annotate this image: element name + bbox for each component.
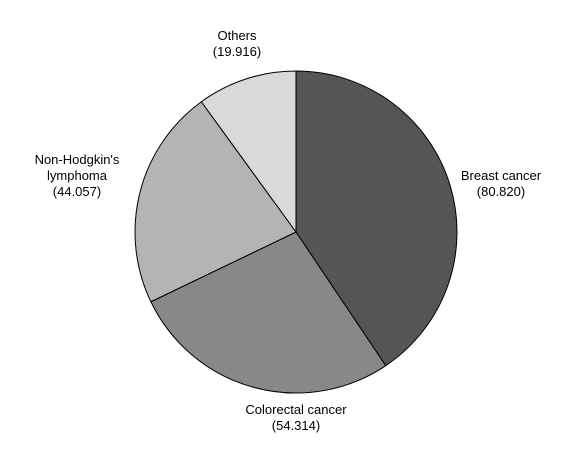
slice-name-text: Others <box>217 28 257 43</box>
pie-slice-colorectal-cancer <box>150 231 387 394</box>
slices-layer <box>134 70 458 394</box>
pie-slice-others <box>200 70 297 233</box>
slice-value-text: (19.916) <box>213 44 261 59</box>
slice-label-breast-cancer: Breast cancer (80.820) <box>461 168 542 199</box>
slice-name-text: Colorectal cancer <box>245 402 347 417</box>
slice-name-text: Non-Hodgkin's <box>35 152 120 167</box>
slice-value-text: (80.820) <box>477 184 525 199</box>
slice-value-text: (44.057) <box>53 184 101 199</box>
slice-label-colorectal-cancer: Colorectal cancer (54.314) <box>245 402 347 433</box>
slice-name-text: Breast cancer <box>461 168 542 183</box>
pie-slice-breast-cancer <box>295 70 458 367</box>
slice-value-text: (54.314) <box>272 418 320 433</box>
slice-label-others: Others (19.916) <box>213 28 261 59</box>
slice-label-non-hodgkin-s-lymphoma: Non-Hodgkin's lymphoma (44.057) <box>35 152 120 199</box>
labels-layer: Breast cancer (80.820) Colorectal cancer (5… <box>35 28 542 433</box>
slice-name-text: lymphoma <box>47 168 108 183</box>
pie-slice-non-hodgkin-s-lymphoma <box>134 101 297 303</box>
